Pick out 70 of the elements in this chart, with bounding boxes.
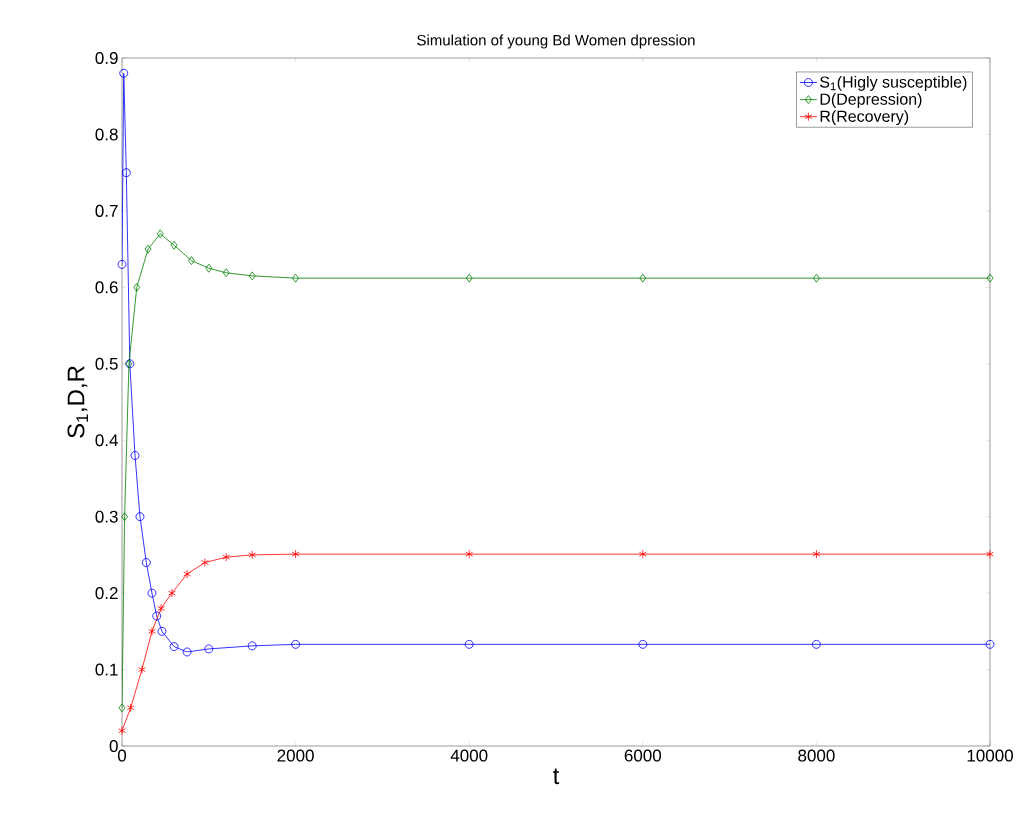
y-tick-label: 0.2 [95, 587, 118, 600]
legend-label: R(Recovery) [820, 110, 909, 126]
point [986, 273, 994, 283]
point [119, 68, 129, 78]
y-tick-label: 0.5 [95, 357, 118, 370]
point [141, 558, 151, 567]
point [152, 611, 162, 621]
point [204, 644, 214, 654]
point [117, 260, 127, 269]
point [201, 558, 209, 567]
point [188, 256, 195, 265]
point [168, 588, 176, 598]
point [135, 512, 145, 522]
point [222, 268, 230, 278]
chart-title: Simulation of young Bd Women dpression [417, 34, 695, 49]
y-tick-label: 0 [109, 739, 118, 753]
point [183, 569, 191, 579]
y-tick-label: 0.3 [95, 510, 118, 523]
point [118, 726, 126, 736]
x-tick-label: 6000 [624, 749, 662, 762]
point [222, 552, 231, 562]
point [156, 229, 164, 239]
y-tick-label: 0.7 [95, 204, 118, 217]
point [291, 639, 300, 649]
x-tick-label: 0 [117, 749, 127, 762]
point [248, 271, 256, 281]
point [157, 626, 167, 636]
point [126, 703, 135, 713]
point [986, 549, 994, 559]
point [985, 639, 995, 649]
point [812, 639, 821, 649]
point [638, 549, 647, 559]
point [464, 639, 474, 649]
point [205, 263, 213, 273]
point [247, 641, 257, 651]
point [148, 626, 156, 636]
point [292, 273, 299, 283]
point [813, 273, 820, 283]
point [121, 512, 128, 522]
point [130, 451, 140, 460]
y-tick-label: 0.4 [95, 434, 118, 447]
point [182, 647, 192, 657]
y-tick-label: 0.1 [95, 663, 118, 676]
x-tick-label: 10000 [967, 749, 1013, 762]
point [121, 168, 131, 178]
point [169, 642, 179, 652]
y-tick-label: 0.9 [95, 51, 118, 65]
legend-label: D(Depression) [820, 93, 922, 108]
point [465, 273, 473, 283]
x-tick-label: 4000 [450, 749, 488, 762]
point [638, 639, 648, 649]
x-tick-label: 2000 [277, 749, 314, 762]
point [118, 703, 126, 713]
point [138, 665, 146, 674]
point [157, 604, 165, 613]
point [248, 550, 257, 560]
point [147, 588, 157, 598]
point [465, 549, 474, 559]
point [291, 549, 300, 559]
legend-label: S$_{1}$(Higly susceptible) [820, 75, 967, 91]
point [812, 549, 821, 559]
point [639, 273, 647, 283]
point [144, 244, 152, 254]
point [133, 282, 141, 292]
x-tick-label: 8000 [798, 749, 835, 762]
point [170, 240, 178, 250]
y-tick-label: 0.6 [95, 281, 118, 294]
x-axis-title: t [553, 768, 560, 785]
y-axis-title: S$_{1}$,D,R [67, 366, 88, 438]
y-tick-label: 0.8 [95, 128, 118, 141]
